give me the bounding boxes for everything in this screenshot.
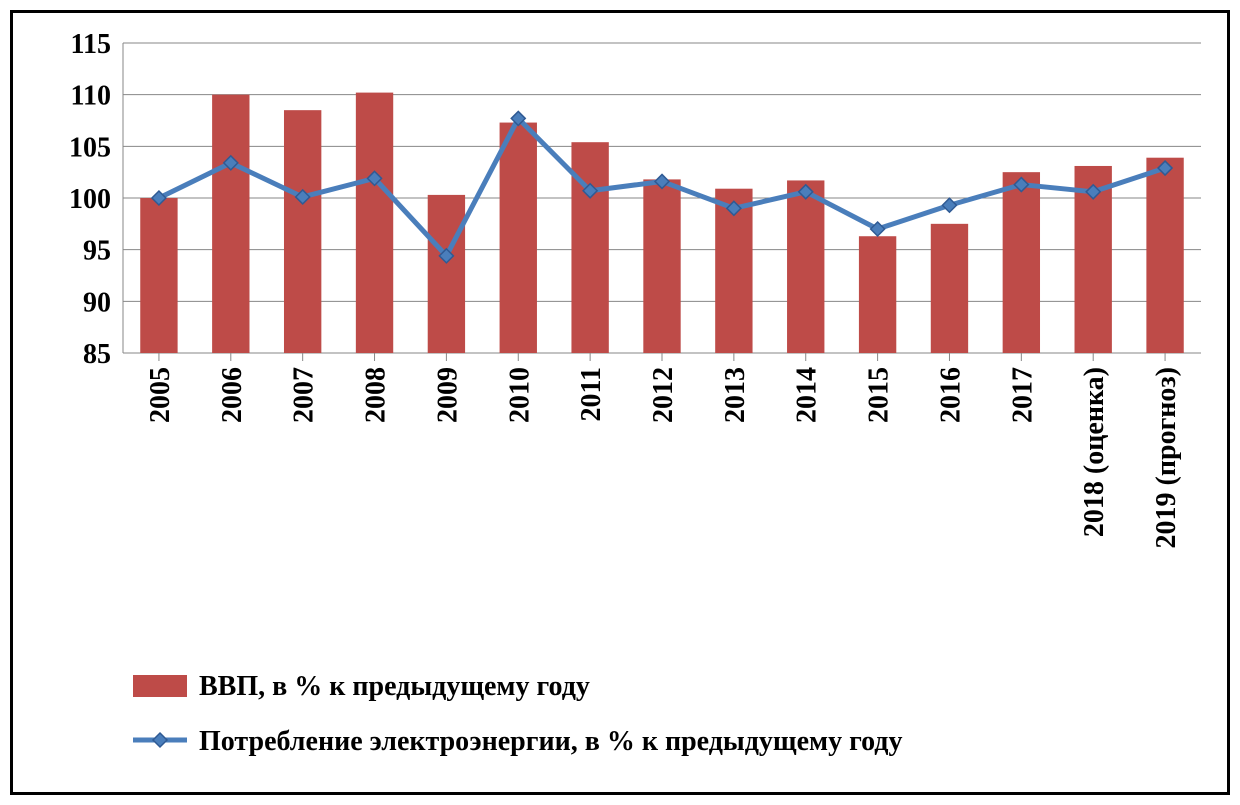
- legend-bar-label: ВВП, в % к предыдущему году: [199, 671, 590, 702]
- bar: [859, 236, 896, 353]
- legend-bar-swatch: [133, 675, 187, 697]
- x-tick-label: 2008: [361, 367, 392, 423]
- y-tick-label: 110: [71, 81, 111, 112]
- x-tick-label: 2013: [720, 367, 751, 423]
- x-tick-label: 2007: [289, 367, 320, 423]
- bar: [571, 142, 608, 353]
- x-tick-label: 2017: [1007, 367, 1038, 423]
- y-tick-label: 90: [83, 287, 111, 318]
- bar: [931, 224, 968, 353]
- bar: [212, 95, 249, 353]
- y-tick-label: 115: [71, 29, 111, 60]
- x-tick-label: 2010: [504, 367, 535, 423]
- x-tick-label: 2006: [217, 367, 248, 423]
- x-tick-label: 2012: [648, 367, 679, 423]
- x-tick-label: 2009: [432, 367, 463, 423]
- bar: [140, 198, 177, 353]
- chart-container: 85 90 95 100 105 110 115 2005 2006 2007 2008 2009 20…: [0, 0, 1240, 805]
- y-tick-label: 95: [83, 236, 111, 267]
- x-tick-label: 2011: [576, 367, 607, 421]
- bar: [428, 195, 465, 353]
- bar: [284, 110, 321, 353]
- chart-svg: 85 90 95 100 105 110 115 2005 2006 2007 2008 2009 20…: [13, 13, 1227, 792]
- bar: [643, 179, 680, 353]
- bar: [500, 123, 537, 353]
- x-tick-label: 2015: [864, 367, 895, 423]
- y-tick-label: 85: [83, 339, 111, 370]
- x-tick-label: 2018 (оценка): [1079, 367, 1110, 537]
- chart-border: 85 90 95 100 105 110 115 2005 2006 2007 2008 2009 20…: [10, 10, 1230, 795]
- bar: [356, 93, 393, 353]
- legend-line-label: Потребление электроэнергии, в % к предыд…: [199, 726, 902, 757]
- line-marker: [942, 198, 956, 212]
- x-tick-label: 2016: [935, 367, 966, 423]
- bar: [1003, 172, 1040, 353]
- x-tick-label: 2005: [145, 367, 176, 423]
- x-tick-label: 2014: [792, 367, 823, 423]
- y-tick-label: 105: [69, 132, 111, 163]
- bar: [1146, 158, 1183, 353]
- legend-line-marker: [153, 733, 167, 747]
- bar: [787, 180, 824, 353]
- y-tick-label: 100: [69, 184, 111, 215]
- x-tick-label: 2019 (прогноз): [1151, 367, 1182, 548]
